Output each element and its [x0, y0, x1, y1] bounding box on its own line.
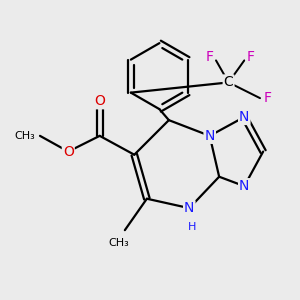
Text: O: O: [63, 145, 74, 159]
Text: N: N: [239, 110, 250, 124]
Text: C: C: [224, 75, 233, 89]
Text: CH₃: CH₃: [14, 131, 34, 141]
Text: F: F: [206, 50, 214, 64]
Text: O: O: [94, 94, 105, 108]
Text: F: F: [247, 50, 255, 64]
Text: CH₃: CH₃: [108, 238, 129, 248]
Text: H: H: [188, 222, 196, 232]
Text: N: N: [184, 201, 194, 215]
Text: F: F: [264, 91, 272, 105]
Text: N: N: [205, 129, 215, 143]
Text: N: N: [239, 179, 250, 193]
